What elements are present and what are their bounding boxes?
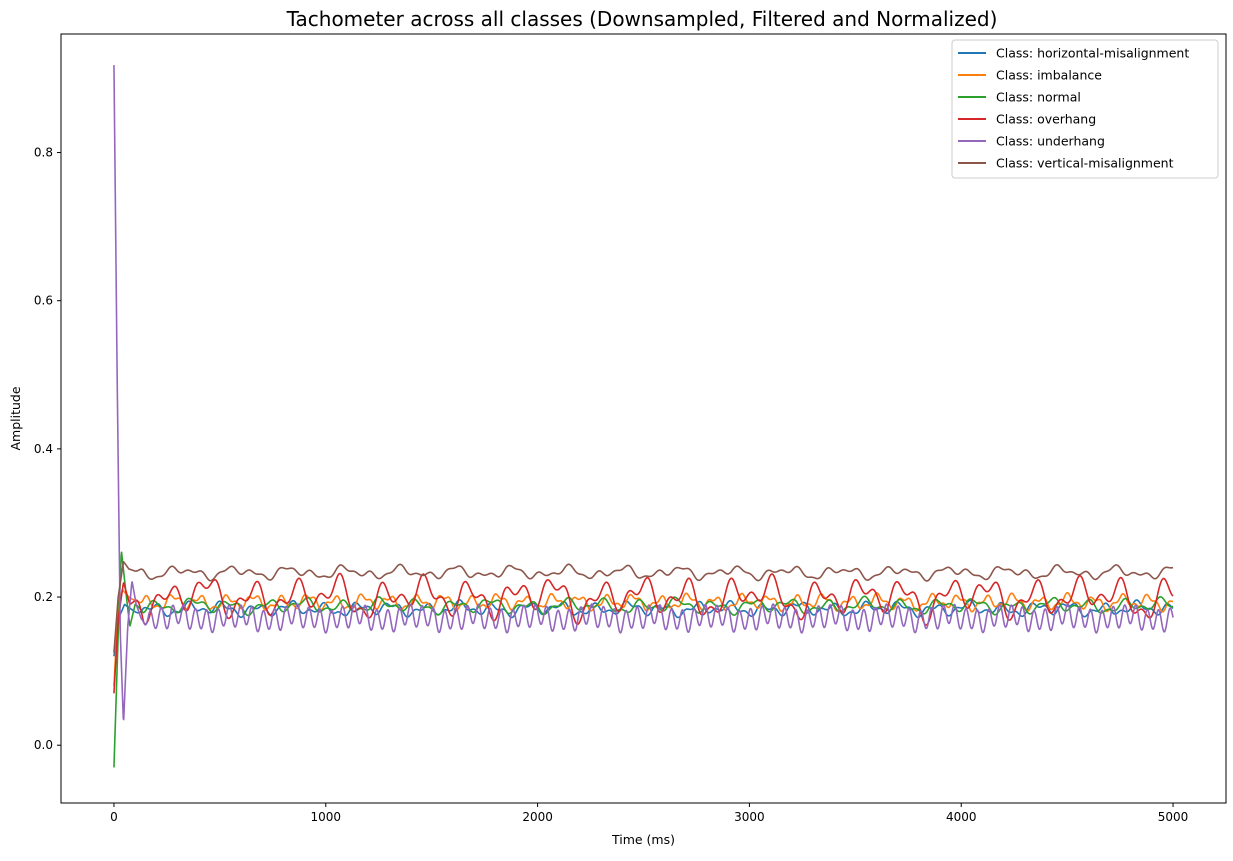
legend-label: Class: horizontal-misalignment: [996, 46, 1189, 61]
y-tick-label: 0.8: [34, 146, 53, 160]
legend-label: Class: underhang: [996, 134, 1105, 149]
x-tick-label: 2000: [522, 810, 553, 824]
legend: Class: horizontal-misalignment Class: imb…: [951, 39, 1219, 179]
x-tick-label: 4000: [946, 810, 977, 824]
series-line-5: [113, 560, 1174, 653]
legend-box: [951, 39, 1219, 179]
x-axis-label: Time (ms): [611, 832, 675, 847]
series-line-0: [113, 599, 1174, 657]
legend-label: Class: overhang: [996, 112, 1096, 127]
x-axis: 0 1000 2000 3000 4000 5000: [110, 803, 1188, 824]
y-tick-label: 0.4: [34, 442, 53, 456]
legend-label: Class: normal: [996, 90, 1081, 105]
plot-frame: [60, 33, 1227, 804]
y-axis: 0.0 0.2 0.4 0.6 0.8: [34, 146, 61, 752]
y-tick-label: 0.2: [34, 590, 53, 604]
chart-title: Tachometer across all classes (Downsampl…: [286, 7, 998, 31]
y-tick-label: 0.0: [34, 738, 53, 752]
legend-label: Class: vertical-misalignment: [996, 156, 1174, 171]
x-tick-label: 0: [110, 810, 118, 824]
x-tick-label: 1000: [310, 810, 341, 824]
x-tick-label: 3000: [734, 810, 765, 824]
series-line-3: [113, 572, 1174, 694]
plot-lines: [113, 65, 1174, 768]
legend-label: Class: imbalance: [996, 68, 1102, 83]
x-tick-label: 5000: [1158, 810, 1189, 824]
y-axis-label: Amplitude: [8, 386, 23, 450]
series-line-4: [113, 65, 1174, 721]
y-tick-label: 0.6: [34, 294, 53, 308]
